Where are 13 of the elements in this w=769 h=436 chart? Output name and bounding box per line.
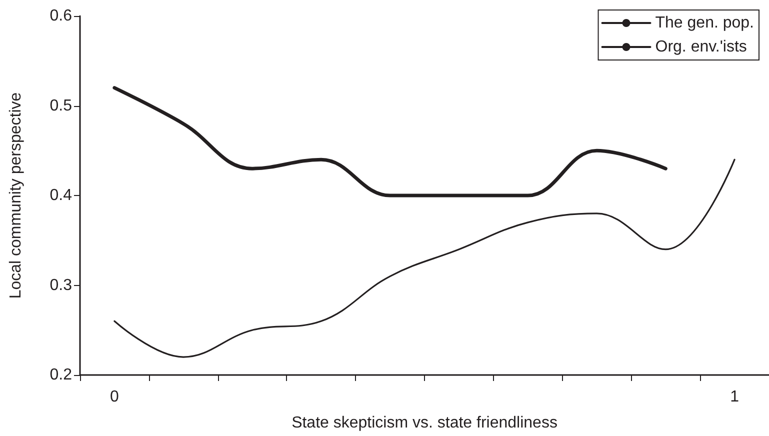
- y-tick-label: 0.2: [50, 366, 72, 384]
- y-tick-label: 0.4: [50, 187, 72, 204]
- line-series: [112, 86, 668, 198]
- x-axis-title: State skepticism vs. state friendliness: [292, 414, 558, 432]
- x-tick-label: 1: [730, 388, 740, 406]
- legend-label: The gen. pop.: [655, 14, 754, 32]
- line-series: [114, 158, 736, 358]
- y-tick-label: 0.5: [50, 97, 72, 114]
- y-axis-title: Local community perspective: [8, 92, 24, 299]
- y-tick-label: 0.6: [50, 8, 72, 24]
- legend-label: Org. env.'ists: [655, 38, 747, 56]
- y-tick-label: 0.3: [50, 276, 72, 294]
- x-tick-label: 0: [110, 388, 119, 406]
